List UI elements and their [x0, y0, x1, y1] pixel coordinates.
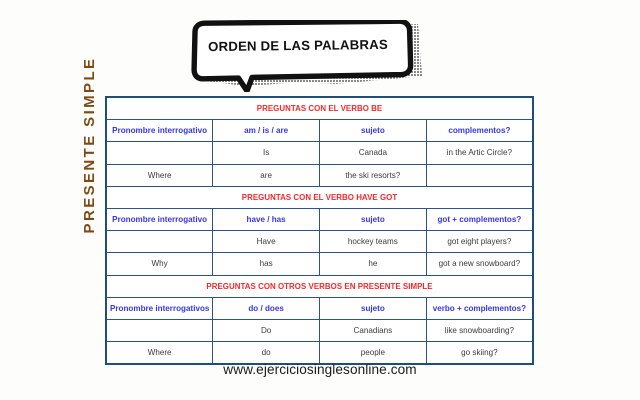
table-cell: people [319, 341, 427, 365]
table-cell: Where [105, 163, 214, 187]
table-row: Why has he got a new snowboard? [105, 252, 534, 276]
title-speech-bubble: ORDEN DE LAS PALABRAS [186, 20, 426, 92]
column-header: got + complementos? [425, 207, 534, 232]
table-cell [105, 230, 214, 254]
table-row: Have hockey teams got eight players? [105, 230, 534, 254]
table-cell: Is [212, 141, 320, 165]
table-cell: got eight players? [425, 230, 534, 254]
table-cell: Canadians [319, 318, 427, 343]
table-row: Where do people go skiing? [105, 341, 534, 365]
page-title: ORDEN DE LAS PALABRAS [208, 36, 388, 54]
column-header: am / is / are [212, 119, 320, 143]
column-header: sujeto [319, 119, 427, 143]
table-cell: the ski resorts? [319, 163, 427, 187]
table-cell: in the Artic Circle? [425, 141, 534, 165]
table-row: Pronombre interrogativo am / is / are su… [105, 119, 534, 143]
table-cell: Where [105, 341, 214, 365]
table-row: Where are the ski resorts? [105, 163, 534, 187]
table-row: PREGUNTAS CON OTROS VERBOS EN PRESENTE S… [105, 274, 534, 298]
table-cell: go skiing? [425, 341, 534, 365]
column-header: do / does [212, 296, 320, 320]
table-row: Is Canada in the Artic Circle? [105, 141, 534, 165]
table-cell: he [319, 252, 427, 276]
table-row: PREGUNTAS CON EL VERBO BE [105, 96, 534, 121]
table-cell: Why [105, 252, 214, 276]
table-cell: has [212, 252, 320, 276]
table-row: Do Canadians like snowboarding? [105, 318, 534, 343]
bubble-outline [191, 20, 414, 92]
table-cell: do [212, 341, 320, 365]
column-header: have / has [212, 207, 320, 232]
table-body: PREGUNTAS CON EL VERBO BE Pronombre inte… [105, 96, 534, 365]
table-cell: Do [212, 318, 320, 343]
footer-website-url: www.ejerciciosinglesonline.com [223, 362, 417, 377]
column-header: verbo + complementos? [425, 296, 534, 320]
table-cell: are [212, 163, 320, 187]
table-cell [105, 141, 214, 165]
column-header: Pronombre interrogativos [105, 296, 214, 320]
table-cell: like snowboarding? [425, 318, 534, 343]
table-row: Pronombre interrogativos do / does sujet… [105, 296, 534, 320]
section-header-have-got: PREGUNTAS CON EL VERBO HAVE GOT [105, 185, 534, 209]
word-order-table: PREGUNTAS CON EL VERBO BE Pronombre inte… [105, 96, 534, 366]
column-header: sujeto [319, 207, 427, 232]
table-cell: Canada [319, 141, 427, 165]
table-row: PREGUNTAS CON EL VERBO HAVE GOT [105, 185, 534, 209]
column-header: sujeto [319, 296, 427, 320]
table-row: Pronombre interrogativo have / has sujet… [105, 207, 534, 232]
table-cell: got a new snowboard? [425, 252, 534, 276]
column-header: Pronombre interrogativo [105, 207, 214, 232]
section-header-be: PREGUNTAS CON EL VERBO BE [105, 96, 534, 121]
table-cell [105, 318, 214, 343]
column-header: complementos? [425, 119, 534, 143]
vertical-topic-label: PRESENTE SIMPLE [80, 56, 98, 234]
table-cell: hockey teams [319, 230, 427, 254]
table-cell [425, 163, 534, 187]
column-header: Pronombre interrogativo [105, 119, 214, 143]
section-header-other-verbs: PREGUNTAS CON OTROS VERBOS EN PRESENTE S… [105, 274, 534, 298]
speech-bubble-icon [191, 20, 422, 92]
table-cell: Have [212, 230, 320, 254]
